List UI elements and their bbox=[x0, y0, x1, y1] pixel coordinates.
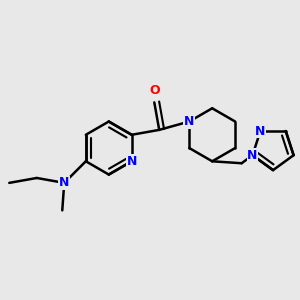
Text: O: O bbox=[149, 84, 160, 97]
Text: N: N bbox=[247, 149, 258, 162]
Text: N: N bbox=[59, 176, 69, 189]
Text: N: N bbox=[184, 115, 194, 128]
Text: N: N bbox=[255, 124, 266, 138]
Text: N: N bbox=[127, 155, 137, 168]
